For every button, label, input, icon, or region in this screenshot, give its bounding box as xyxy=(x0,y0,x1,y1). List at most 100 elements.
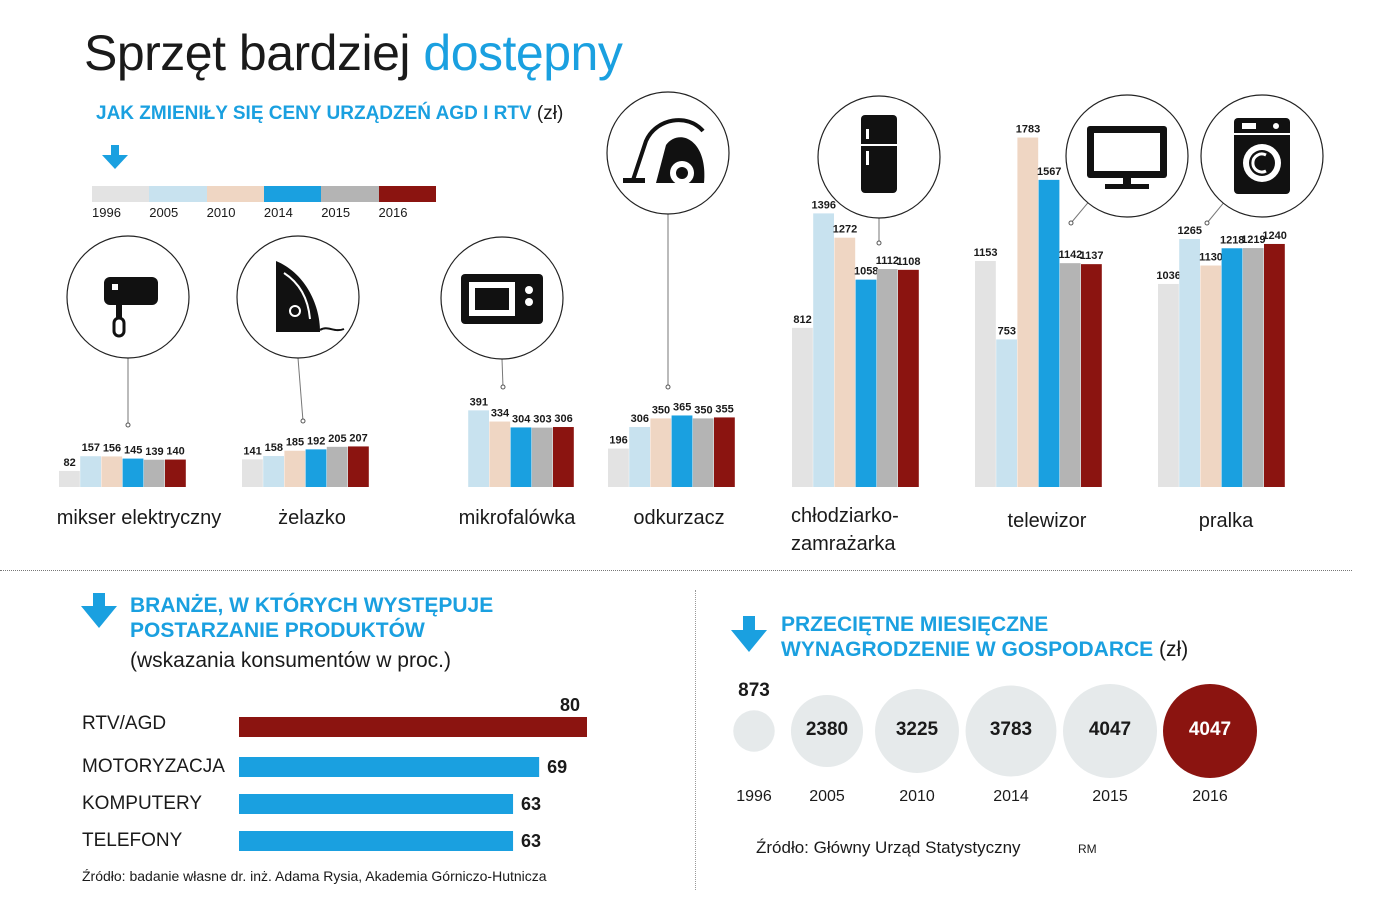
wage-value: 4047 xyxy=(1188,719,1232,740)
price-bar xyxy=(876,269,898,487)
industry-bar xyxy=(239,794,514,814)
industry-value: 80 xyxy=(560,695,581,715)
price-bar xyxy=(59,470,80,487)
industry-bar xyxy=(239,717,587,737)
microwave-icon xyxy=(440,236,564,390)
legend-swatch xyxy=(321,186,379,202)
price-bar-chart: 82 157 156 145 139 140 141 158 185 192 205 207 39133… xyxy=(59,124,1287,488)
price-bar xyxy=(80,456,101,487)
price-bar xyxy=(855,279,877,487)
wage-year: 2005 xyxy=(809,788,845,805)
wage-year: 2010 xyxy=(899,788,935,805)
wage-value: 3783 xyxy=(989,719,1033,740)
category-label: chłodziarko-zamrażarka xyxy=(791,502,1011,558)
price-bar xyxy=(1242,248,1264,487)
wage-heading: PRZECIĘTNE MIESIĘCZNE WYNAGRODZENIE W GO… xyxy=(781,612,1188,662)
price-bar xyxy=(510,427,532,487)
industry-bar xyxy=(239,757,540,777)
wage-value: 3225 xyxy=(895,719,939,740)
price-bar xyxy=(996,339,1017,487)
price-value-label: 334 xyxy=(491,408,510,420)
price-bar xyxy=(1221,248,1243,487)
price-value-label: 207 xyxy=(349,432,367,444)
industry-value: 63 xyxy=(521,794,542,814)
price-bar xyxy=(1264,243,1285,487)
wage-heading-line2: WYNAGRODZENIE W GOSPODARCE xyxy=(781,638,1154,661)
price-value-label: 1142 xyxy=(1058,249,1082,261)
price-value-label: 303 xyxy=(533,414,551,426)
legend-swatch xyxy=(378,186,436,202)
wage-bubble xyxy=(1163,684,1257,778)
price-bar xyxy=(1179,239,1200,487)
wage-bubble xyxy=(965,685,1057,777)
arrow-down-icon xyxy=(102,145,128,169)
price-bar xyxy=(792,327,813,487)
price-bar xyxy=(165,459,186,487)
price-value-label: 753 xyxy=(998,325,1016,337)
price-value-label: 157 xyxy=(82,442,100,454)
price-value-label: 1219 xyxy=(1241,234,1265,246)
price-bar xyxy=(898,269,919,487)
price-chart-unit: (zł) xyxy=(536,103,564,124)
price-value-label: 192 xyxy=(307,435,325,447)
price-value-label: 1137 xyxy=(1080,250,1104,262)
price-value-label: 185 xyxy=(286,437,304,449)
price-value-label: 350 xyxy=(694,404,712,416)
price-bar xyxy=(1081,264,1102,487)
price-value-label: 1058 xyxy=(854,266,878,278)
price-value-label: 1783 xyxy=(1016,124,1040,136)
price-value-label: 350 xyxy=(652,404,670,416)
wage-bubble xyxy=(790,694,864,768)
tv-icon xyxy=(1065,94,1189,226)
washing-machine-icon xyxy=(1200,94,1324,226)
title-part2: dostępny xyxy=(423,25,623,81)
industry-label: RTV/AGD xyxy=(82,713,167,734)
price-value-label: 1240 xyxy=(1262,230,1286,242)
category-label: telewizor xyxy=(1007,510,1087,532)
industry-label: KOMPUTERY xyxy=(82,793,203,814)
price-bar xyxy=(671,415,693,487)
price-bar xyxy=(468,410,489,487)
price-bar xyxy=(305,449,327,487)
wage-value: 873 xyxy=(738,680,770,702)
price-bar xyxy=(284,450,306,487)
legend-year-label: 2005 xyxy=(149,205,179,220)
wage-value: 2380 xyxy=(805,719,849,740)
category-label: odkurzacz xyxy=(633,507,725,529)
price-chart-heading: JAK ZMIENIŁY SIĘ CENY URZĄDZEŃ AGD I RTV… xyxy=(96,103,563,125)
legend-year-label: 2010 xyxy=(206,205,236,220)
title-part1: Sprzęt bardziej xyxy=(84,25,411,81)
wage-heading-line1: PRZECIĘTNE MIESIĘCZNE xyxy=(781,613,1049,636)
price-bar xyxy=(348,446,369,487)
industry-label: TELEFONY xyxy=(82,830,183,851)
wage-bubble-chart xyxy=(733,684,1257,778)
industry-bar-chart xyxy=(239,717,587,851)
price-bar xyxy=(1038,179,1060,488)
price-bar xyxy=(143,459,165,487)
wage-year: 2015 xyxy=(1092,788,1128,805)
price-bar xyxy=(1017,137,1039,488)
price-bar xyxy=(608,448,629,487)
price-bar xyxy=(692,418,714,487)
price-value-label: 82 xyxy=(63,457,75,469)
wage-year: 2016 xyxy=(1192,788,1228,805)
wage-year: 1996 xyxy=(736,788,772,805)
mixer-icon xyxy=(66,235,190,428)
price-value-label: 1153 xyxy=(974,247,998,259)
price-bar xyxy=(650,418,672,487)
horizontal-divider xyxy=(0,570,1352,571)
page-title: Sprzęt bardziej dostępny xyxy=(84,24,623,82)
price-value-label: 1036 xyxy=(1156,270,1180,282)
author-initials: RM xyxy=(1078,842,1097,856)
price-bar xyxy=(1059,263,1081,487)
price-bar xyxy=(326,446,348,487)
legend-swatch xyxy=(92,186,150,202)
industry-bar xyxy=(239,831,514,851)
price-value-label: 141 xyxy=(243,445,261,457)
category-label-line: zamrażarka xyxy=(791,533,896,555)
price-value-label: 139 xyxy=(145,446,163,458)
legend-year-label: 2015 xyxy=(321,205,351,220)
vertical-divider xyxy=(695,590,696,890)
price-value-label: 1218 xyxy=(1220,234,1244,246)
